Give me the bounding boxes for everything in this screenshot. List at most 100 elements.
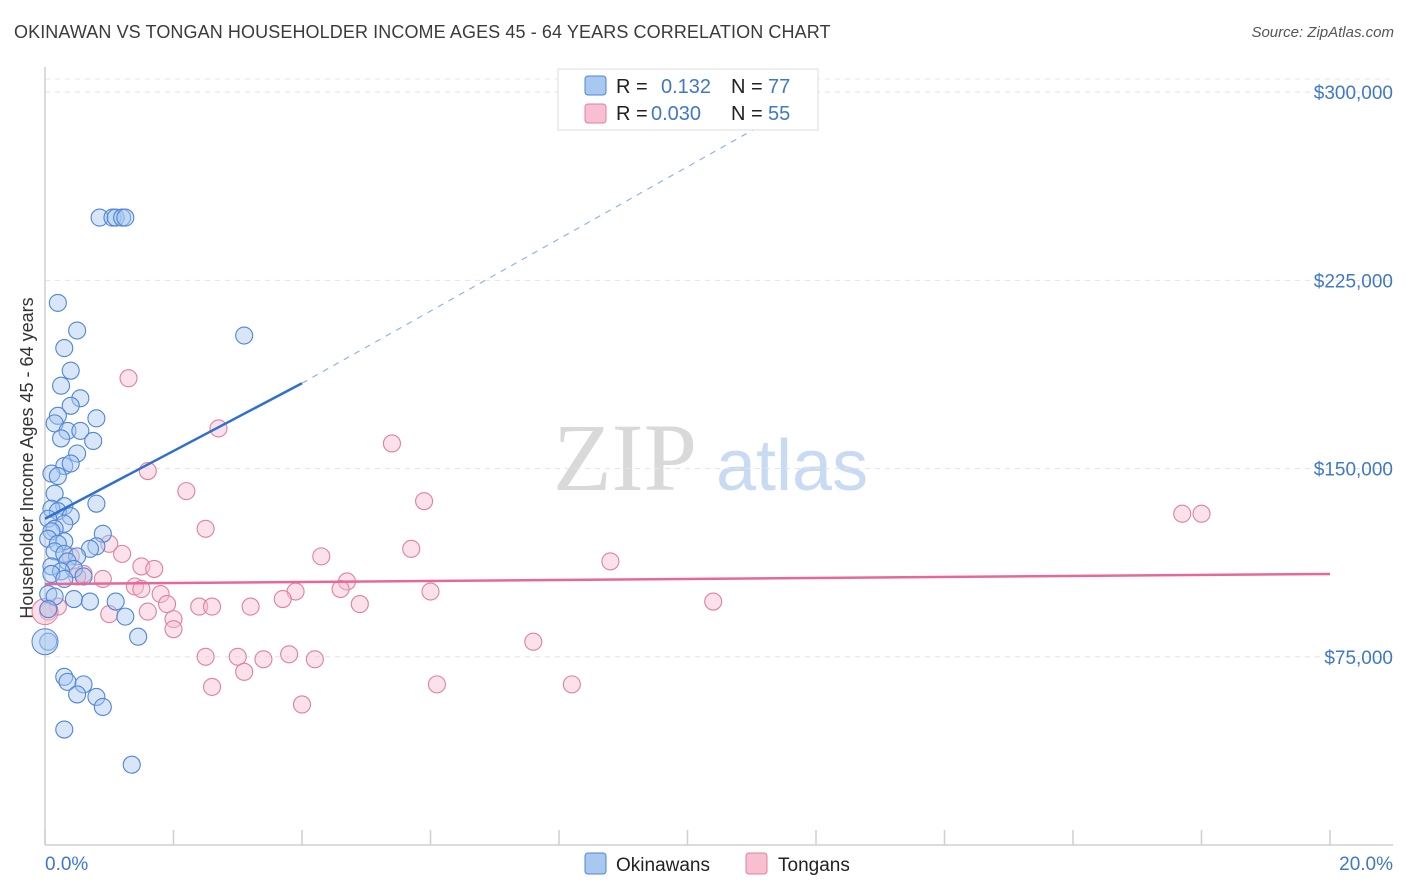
tongan-point <box>164 610 183 629</box>
tongan-point <box>280 645 299 664</box>
okinawan-point <box>87 409 106 428</box>
tongan-point <box>93 569 112 589</box>
tongan-point <box>113 544 132 563</box>
tongan-point <box>382 434 402 453</box>
legend-n-label-2: N = <box>731 103 763 125</box>
tongan-point <box>196 647 215 666</box>
okinawan-point-large <box>31 628 59 656</box>
okinawan-point <box>55 667 74 686</box>
legend-r-label-2: R = <box>616 103 648 125</box>
tongan-point <box>402 539 421 558</box>
tongan-point <box>415 492 434 511</box>
legend-r-label-1: R = <box>616 76 648 98</box>
tongan-point <box>203 677 222 696</box>
legend-n-label-1: N = <box>731 76 763 98</box>
chart-title: OKINAWAN VS TONGAN HOUSEHOLDER INCOME AG… <box>14 22 831 42</box>
okinawan-point <box>61 396 80 415</box>
okinawan-point <box>39 600 58 619</box>
series-tongans <box>31 369 1211 714</box>
okinawan-point <box>129 627 148 646</box>
okinawan-point <box>68 685 87 704</box>
tongan-point <box>164 620 183 639</box>
okinawan-point <box>61 454 80 473</box>
okinawan-point <box>87 687 106 706</box>
tongan-point <box>241 597 260 616</box>
okinawan-point <box>106 208 125 227</box>
tongan-point <box>177 482 196 501</box>
okinawan-point <box>74 567 93 586</box>
okinawan-point <box>90 208 109 227</box>
okinawan-trendline-extension <box>301 94 817 384</box>
tongan-point <box>1173 504 1192 523</box>
watermark-zip: ZIP <box>553 404 697 511</box>
y-tick-label: $225,000 <box>1314 271 1393 292</box>
okinawan-point <box>55 339 74 358</box>
tongan-point <box>562 675 581 694</box>
tongan-point <box>292 695 312 714</box>
legend-r-value-1: 0.132 <box>661 76 711 98</box>
okinawan-point <box>84 431 103 450</box>
okinawan-point <box>55 720 74 739</box>
okinawan-point <box>58 421 77 440</box>
okinawan-point <box>106 592 125 611</box>
okinawan-point <box>71 389 90 408</box>
okinawan-point <box>45 484 64 503</box>
tongan-point <box>228 647 247 666</box>
stats-legend: R = 0.132 N = 77 R = 0.030 N = 55 <box>557 68 819 131</box>
tongan-point <box>305 650 324 669</box>
bottom-legend-tongans: Tongans <box>778 855 850 876</box>
okinawan-point <box>74 675 93 694</box>
tongan-point-large <box>31 598 59 626</box>
okinawan-point <box>52 429 71 448</box>
tongan-trendline <box>44 572 1331 586</box>
bottom-legend-okinawans: Okinawans <box>616 855 710 876</box>
axes <box>44 67 1393 846</box>
tongan-point <box>158 595 177 614</box>
tongan-point <box>421 582 440 601</box>
okinawan-point <box>52 376 71 395</box>
bottom-legend-swatch-tongans <box>745 852 768 875</box>
series-legend: Okinawans Tongans <box>584 852 850 876</box>
tongan-point <box>427 675 446 694</box>
trendlines <box>44 94 1331 586</box>
legend-swatch-okinawans <box>584 75 607 96</box>
tongan-point <box>203 597 222 616</box>
tongan-point <box>145 559 164 578</box>
okinawan-point <box>61 361 80 380</box>
watermark-atlas: atlas <box>716 426 868 506</box>
y-tick-label: $150,000 <box>1314 460 1393 481</box>
gridlines <box>45 78 1393 658</box>
legend-r-value-2: 0.030 <box>651 103 701 125</box>
okinawan-trendline <box>44 382 303 520</box>
okinawan-point <box>122 755 141 774</box>
tongan-point <box>196 519 215 538</box>
okinawan-point <box>71 421 90 440</box>
tongan-point <box>704 592 723 611</box>
okinawan-point <box>48 467 67 486</box>
tongan-point <box>350 595 369 614</box>
okinawan-point <box>45 519 64 538</box>
okinawan-point <box>87 494 106 513</box>
tongan-point <box>151 584 170 604</box>
y-axis-label: Householder Income Ages 45 - 64 years <box>17 297 37 618</box>
okinawan-point <box>61 507 80 526</box>
watermark: ZIP atlas <box>553 404 868 511</box>
y-tick-label: $75,000 <box>1324 648 1393 669</box>
okinawan-point <box>235 326 254 345</box>
okinawan-point <box>68 444 87 463</box>
tongan-point <box>524 632 543 651</box>
tongan-point <box>1192 504 1211 523</box>
bottom-legend-swatch-okinawans <box>584 852 607 875</box>
okinawan-point <box>68 321 87 340</box>
okinawan-point <box>64 590 83 609</box>
legend-swatch-tongans <box>584 103 607 124</box>
legend-n-value-2: 55 <box>768 103 790 125</box>
okinawan-point <box>93 697 112 717</box>
okinawan-point <box>42 557 61 576</box>
tongan-point <box>235 662 254 681</box>
tongan-point <box>312 547 331 566</box>
okinawan-point <box>48 293 67 312</box>
x-ticks: 0.0% 20.0% <box>44 830 1393 875</box>
chart-source: Source: ZipAtlas.com <box>1251 24 1394 41</box>
